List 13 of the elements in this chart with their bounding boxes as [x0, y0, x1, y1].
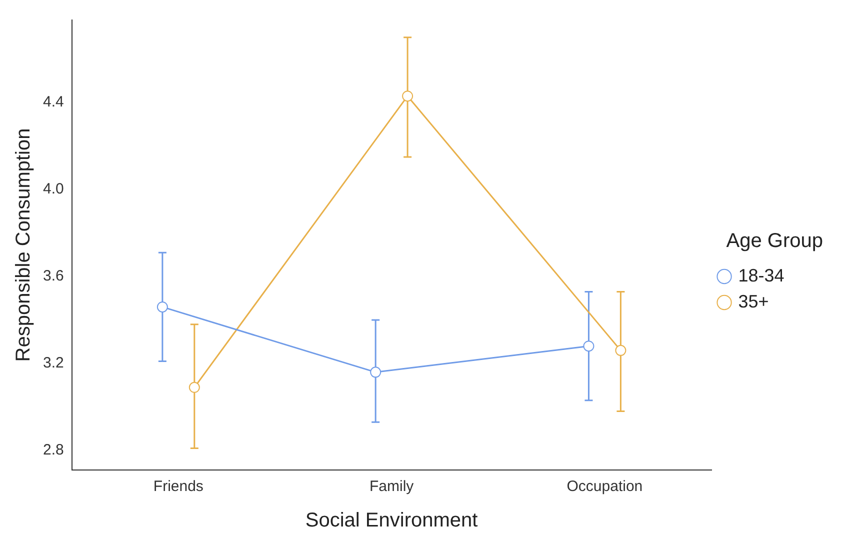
x-tick-label: Occupation [566, 478, 643, 496]
y-axis-title: Responsible Consumption [12, 128, 35, 362]
x-axis-title: Social Environment [305, 510, 478, 532]
x-tick-label: Friends [153, 478, 204, 496]
y-tick-label: 3.2 [42, 354, 64, 372]
y-tick-label: 4.0 [42, 180, 64, 198]
legend-title: Age Group [726, 230, 824, 252]
x-tick-label: Family [369, 478, 414, 496]
legend-label: 18-34 [738, 265, 784, 286]
y-tick-label: 3.6 [42, 268, 64, 285]
y-tick-label: 4.4 [42, 94, 64, 111]
y-tick-label: 2.8 [42, 442, 64, 459]
legend-label: 35+ [738, 291, 769, 312]
